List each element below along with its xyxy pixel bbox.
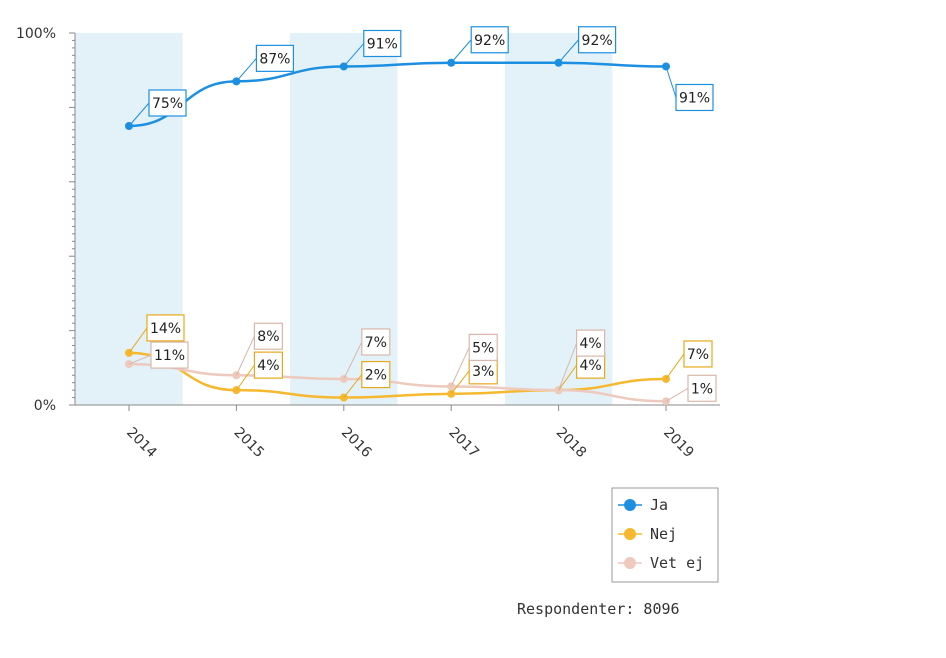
series-line-ja <box>128 61 667 128</box>
label-box <box>361 360 391 389</box>
label-box <box>363 29 402 58</box>
data-label-vet-ej-2014: 11% <box>154 348 185 364</box>
label-leader <box>128 354 152 365</box>
data-label-vet-ej-2018: 4% <box>579 336 601 352</box>
data-label-ja-2017: 92% <box>474 33 505 49</box>
label-leader <box>450 370 470 395</box>
data-label-ja-2016: 91% <box>367 36 398 52</box>
label-leader <box>343 43 365 67</box>
label-leader <box>235 364 255 391</box>
label-leader <box>343 341 363 380</box>
x-tick-label-2015: 2015 <box>231 425 268 462</box>
data-label-nej-2019: 7% <box>687 347 709 363</box>
series-line-vet-ej <box>128 362 667 403</box>
data-label-nej-2015: 4% <box>257 358 279 374</box>
label-box <box>687 374 717 402</box>
data-label-vet-ej-2017: 5% <box>472 340 494 356</box>
label-box <box>468 333 498 361</box>
label-leader <box>558 39 579 64</box>
label-box <box>675 83 714 112</box>
label-leader <box>128 102 150 127</box>
legend-entry-ja: Ja <box>650 496 668 514</box>
label-box <box>146 314 185 342</box>
label-box <box>683 340 713 368</box>
respondents-count: Respondenter: 8096 <box>517 600 680 618</box>
data-label-nej-2014: 14% <box>150 321 181 337</box>
label-box <box>577 26 617 54</box>
data-label-ja-2015: 87% <box>259 51 290 67</box>
x-tick-label-2016: 2016 <box>338 425 375 462</box>
data-label-nej-2016: 2% <box>365 368 387 384</box>
legend: Ja Nej Vet ej <box>611 487 719 583</box>
label-box <box>361 328 391 356</box>
label-box <box>253 351 283 379</box>
label-box <box>148 89 187 117</box>
data-label-ja-2014: 75% <box>152 96 183 112</box>
x-tick-label-2018: 2018 <box>553 425 590 462</box>
x-tick-label-2017: 2017 <box>445 425 482 462</box>
label-leader <box>665 353 685 380</box>
label-leader <box>343 374 363 398</box>
y-tick-label-0: 0% <box>34 398 56 414</box>
data-label-nej-2017: 3% <box>472 364 494 380</box>
data-label-vet-ej-2015: 8% <box>257 329 279 345</box>
label-box <box>255 44 294 72</box>
data-label-vet-ej-2016: 7% <box>365 335 387 351</box>
label-leader <box>450 347 470 387</box>
label-box <box>575 329 606 357</box>
legend-marker <box>624 499 636 511</box>
x-tick-label-2019: 2019 <box>660 425 697 462</box>
data-label-ja-2019: 91% <box>679 90 710 106</box>
legend-entry-vet-ej: Vet ej <box>650 554 704 572</box>
label-leader <box>558 364 578 391</box>
data-label-vet-ej-2019: 1% <box>691 381 713 397</box>
x-tick-label-2014: 2014 <box>123 425 160 462</box>
label-leader <box>235 336 255 376</box>
legend-entry-nej: Nej <box>650 525 677 543</box>
label-leader <box>665 387 689 402</box>
data-label-ja-2018: 92% <box>582 33 613 49</box>
label-leader <box>128 327 148 354</box>
data-label-nej-2018: 4% <box>579 358 601 374</box>
label-leader <box>236 58 257 82</box>
legend-marker <box>624 528 636 540</box>
label-box <box>150 341 189 369</box>
y-tick-label-1: 100% <box>16 26 56 42</box>
label-leader <box>665 66 677 98</box>
label-leader <box>558 342 578 391</box>
label-box <box>470 26 509 54</box>
legend-marker <box>624 557 636 569</box>
data-labels: 75% 87% 91% 92% 92% 91% 14% 4% 2% 3% 4% 7% 11% 8% 7% 5%… <box>128 26 717 402</box>
label-box <box>253 322 283 350</box>
label-leader <box>450 39 472 64</box>
